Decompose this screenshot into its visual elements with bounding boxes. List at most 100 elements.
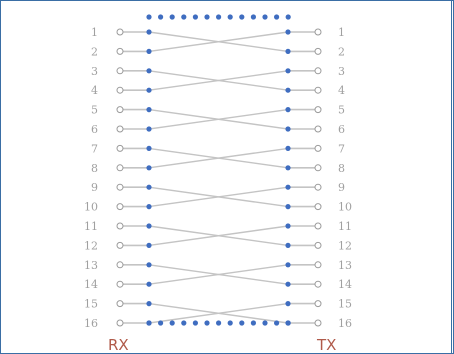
wire-cross xyxy=(148,147,289,169)
connector-dot-right xyxy=(285,165,291,171)
port-number-right: 11 xyxy=(338,220,352,233)
connector-dot-left xyxy=(146,87,152,93)
port-number-left: 15 xyxy=(84,298,98,311)
port-circle-right xyxy=(314,183,322,191)
port-number-right: 14 xyxy=(338,278,352,291)
port-number-right: 3 xyxy=(338,65,345,78)
tx-label: TX xyxy=(316,336,336,354)
port-circle-left xyxy=(116,183,124,191)
connector-dot-right xyxy=(285,281,291,287)
connector-dot-right xyxy=(285,301,291,307)
connector-dot-right xyxy=(285,145,291,151)
connector-dot-top xyxy=(285,14,291,20)
port-number-left: 3 xyxy=(91,65,98,78)
connector-dot-top xyxy=(227,14,233,20)
connector-dot-right xyxy=(285,107,291,113)
port-circle-left xyxy=(116,300,124,308)
wire-cross xyxy=(148,225,289,247)
port-circle-left xyxy=(116,261,124,269)
connector-dot-bottom xyxy=(158,320,164,326)
port-circle-right xyxy=(314,106,322,114)
port-number-left: 13 xyxy=(84,259,98,272)
wire-cross xyxy=(148,302,289,324)
port-circle-left xyxy=(116,86,124,94)
port-number-left: 1 xyxy=(91,26,98,39)
port-circle-left xyxy=(116,203,124,211)
port-circle-right xyxy=(314,164,322,172)
port-number-right: 13 xyxy=(338,259,352,272)
port-circle-right xyxy=(314,300,322,308)
port-number-right: 8 xyxy=(338,162,345,175)
connector-dot-left xyxy=(146,262,152,268)
connector-dot-right xyxy=(285,204,291,210)
port-number-left: 7 xyxy=(91,142,98,155)
port-circle-right xyxy=(314,222,322,230)
connector-dot-left xyxy=(146,107,152,113)
connector-dot-right xyxy=(285,29,291,35)
port-number-left: 4 xyxy=(91,84,98,97)
wire-cross xyxy=(148,108,289,130)
connector-dot-left xyxy=(146,242,152,248)
wire-cross xyxy=(148,264,289,285)
connector-dot-left xyxy=(146,184,152,190)
connector-dot-left xyxy=(146,301,152,307)
connector-dot-bottom xyxy=(227,320,233,326)
dot-group xyxy=(146,14,291,326)
connector-dot-top xyxy=(239,14,245,20)
port-circle-left xyxy=(116,280,124,288)
port-number-right: 9 xyxy=(338,181,345,194)
port-circle-right xyxy=(314,67,322,75)
port-number-right: 4 xyxy=(338,84,345,97)
connector-dot-left xyxy=(146,165,152,171)
port-circle-left xyxy=(116,319,124,327)
port-number-left: 6 xyxy=(91,123,98,136)
connector-dot-top xyxy=(181,14,187,20)
rx-label: RX xyxy=(108,336,129,354)
connector-dot-left xyxy=(146,281,152,287)
connector-dot-right xyxy=(285,184,291,190)
port-circle-left xyxy=(116,106,124,114)
connector-dot-left xyxy=(146,68,152,74)
connector-dot-right xyxy=(285,68,291,74)
connector-dot-left xyxy=(146,29,152,35)
port-circle-left xyxy=(116,222,124,230)
port-number-left: 8 xyxy=(91,162,98,175)
connector-dot-bottom xyxy=(274,320,280,326)
connector-dot-bottom xyxy=(262,320,268,326)
port-number-right: 1 xyxy=(338,26,345,39)
connector-dot-top xyxy=(146,14,152,20)
connector-dot-left xyxy=(146,145,152,151)
connector-dot-top xyxy=(204,14,210,20)
port-number-right: 6 xyxy=(338,123,345,136)
port-number-left: 14 xyxy=(84,278,98,291)
wire-cross xyxy=(148,70,289,91)
port-number-left: 10 xyxy=(84,201,98,214)
port-number-left: 5 xyxy=(91,104,98,117)
wire-cross xyxy=(148,186,289,208)
connector-dot-left xyxy=(146,204,152,210)
connector-dot-top xyxy=(158,14,164,20)
connector-dot-bottom xyxy=(192,320,198,326)
wire-group xyxy=(123,31,315,324)
port-circle-right xyxy=(314,86,322,94)
connector-dot-right xyxy=(285,242,291,248)
port-number-left: 16 xyxy=(84,317,98,330)
connector-dot-bottom xyxy=(204,320,210,326)
port-number-right: 12 xyxy=(338,239,352,252)
connector-dot-right xyxy=(285,126,291,132)
port-circle-right xyxy=(314,280,322,288)
connector-dot-top xyxy=(262,14,268,20)
port-circle-left xyxy=(116,164,124,172)
port-number-left: 12 xyxy=(84,239,98,252)
port-number-right: 5 xyxy=(338,104,345,117)
frame-edge xyxy=(451,0,452,354)
port-number-left: 11 xyxy=(84,220,98,233)
connector-dot-bottom xyxy=(285,320,291,326)
port-number-right: 10 xyxy=(338,201,352,214)
connector-dot-bottom xyxy=(181,320,187,326)
connector-dot-top xyxy=(216,14,222,20)
connector-dot-bottom xyxy=(146,320,152,326)
connector-dot-left xyxy=(146,126,152,132)
